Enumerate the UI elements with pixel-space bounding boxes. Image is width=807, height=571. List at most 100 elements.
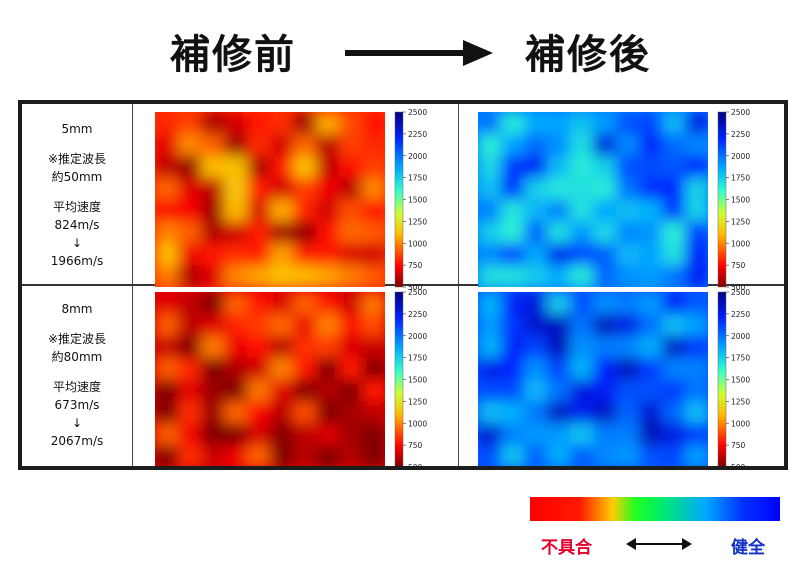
heatmap-cell <box>293 313 317 337</box>
colorbar-tick-label: 2000 <box>731 332 750 341</box>
heatmap-cell <box>662 445 686 466</box>
heatmap-cell <box>316 401 340 425</box>
heatmap-cell <box>270 292 294 315</box>
heatmap-cell <box>339 423 363 447</box>
heatmap-cell <box>247 379 271 403</box>
heatmap-cell <box>524 401 548 425</box>
heatmap-cell <box>478 379 502 403</box>
legend-defect-label: 不具合 <box>541 538 592 558</box>
heatmap-cell <box>247 177 271 201</box>
heatmap-cell <box>178 243 202 267</box>
heatmap-cell <box>247 243 271 267</box>
heatmap-cell <box>662 133 686 157</box>
heatmap-cell <box>178 379 202 403</box>
heatmap-cell <box>593 357 617 381</box>
colorbar-tick-label: 2250 <box>731 130 750 139</box>
heatmap-cell <box>593 243 617 267</box>
heatmap-cell <box>201 313 225 337</box>
heatmap-cell <box>524 199 548 223</box>
heatmap-cell <box>247 445 271 466</box>
heatmap-cell <box>293 445 317 466</box>
heatmap-cell <box>616 221 640 245</box>
heatmap-cell <box>155 112 179 135</box>
heatmap-cell <box>616 401 640 425</box>
heatmap-cell <box>339 221 363 245</box>
heatmap-cell <box>293 221 317 245</box>
colorbar-tick-label: 1000 <box>408 239 427 248</box>
heatmap-cell <box>270 155 294 179</box>
heatmap-cell <box>478 335 502 359</box>
heatmap-cell <box>178 112 202 135</box>
heatmap-cell <box>501 155 525 179</box>
heatmap-cell <box>362 133 385 157</box>
heatmap-cell <box>501 335 525 359</box>
heatmap-cell <box>178 221 202 245</box>
heatmap-cell <box>547 199 571 223</box>
speed-before: 824m/s <box>54 218 100 232</box>
heatmap-cell <box>501 199 525 223</box>
heatmap-cell <box>662 292 686 315</box>
heatmap-cell <box>570 243 594 267</box>
heatmap-cell <box>616 199 640 223</box>
heatmap-cell <box>201 265 225 287</box>
heatmap-cell <box>316 133 340 157</box>
colorbar-tick-label: 1000 <box>731 419 750 428</box>
speed-before: 673m/s <box>54 398 100 412</box>
heatmap-cell <box>478 155 502 179</box>
heatmap-cell <box>593 335 617 359</box>
heatmap-cell <box>616 423 640 447</box>
heatmap-cell <box>547 401 571 425</box>
heatmap-cell <box>570 221 594 245</box>
colorbar-tick-label: 500 <box>731 283 746 292</box>
colorbar-tick-label: 1500 <box>408 376 427 385</box>
heatmap-cell <box>524 379 548 403</box>
colorbar <box>394 291 404 466</box>
heatmap-cell <box>639 112 663 135</box>
heatmap-cell <box>547 133 571 157</box>
heatmap-panel: 500 750 1000 1250 1500 1750 2000 2250 2500 <box>478 108 750 292</box>
heatmap-cell <box>639 243 663 267</box>
heatmap-cell <box>270 357 294 381</box>
heatmap-cell <box>662 423 686 447</box>
heatmap-cell <box>247 357 271 381</box>
heatmap-cell <box>662 221 686 245</box>
heatmap-cell <box>524 177 548 201</box>
heatmap-cell <box>570 177 594 201</box>
heatmap-cell <box>593 155 617 179</box>
heatmap-cell <box>501 292 525 315</box>
heatmap-cell <box>178 445 202 466</box>
heatmap-cell <box>316 199 340 223</box>
speed-after: 2067m/s <box>50 434 104 448</box>
heatmap-cell <box>339 292 363 315</box>
heatmap-cell <box>547 177 571 201</box>
heatmap-cell <box>478 199 502 223</box>
heatmap-cell <box>639 335 663 359</box>
heatmap-cell <box>478 221 502 245</box>
heatmap-cell <box>178 133 202 157</box>
heatmap-cell <box>478 112 502 135</box>
heatmap-cell <box>616 112 640 135</box>
heatmap-cell <box>685 445 708 466</box>
heatmap-cell <box>201 177 225 201</box>
heatmap-cell <box>316 335 340 359</box>
heatmap-cell <box>593 199 617 223</box>
heatmap-cell <box>593 177 617 201</box>
heatmap-panel: 500 750 1000 1250 1500 1750 2000 2250 2500 <box>478 288 750 466</box>
heatmap-cell <box>362 199 385 223</box>
heatmap-cell <box>478 423 502 447</box>
colorbar-tick-label: 1750 <box>731 174 750 183</box>
heatmap-cell <box>570 265 594 287</box>
heatmap-cell <box>478 445 502 466</box>
heatmap-cell <box>155 445 179 466</box>
heatmap-cell <box>524 243 548 267</box>
heatmap-cell <box>293 155 317 179</box>
heatmap-cell <box>501 357 525 381</box>
heatmap-cell <box>662 155 686 179</box>
heatmap-cell <box>547 313 571 337</box>
heatmap-cell <box>501 177 525 201</box>
heatmap-cell <box>662 243 686 267</box>
heatmap-cell <box>662 112 686 135</box>
heatmap-cell <box>270 112 294 135</box>
heatmap-cell <box>247 313 271 337</box>
row-label-8mm: 8mm ※推定波長 約80mm 平均速度 673m/s ↓ 2067m/s <box>22 300 132 450</box>
